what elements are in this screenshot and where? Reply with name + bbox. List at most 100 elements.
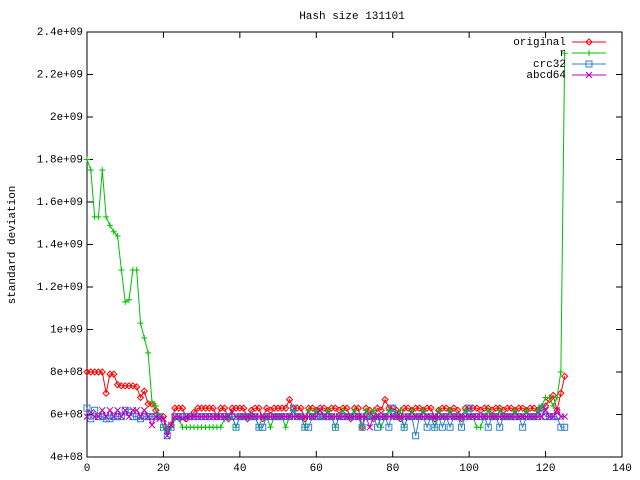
point: [313, 407, 320, 414]
point: [496, 407, 503, 414]
point: [465, 404, 473, 412]
point: [129, 382, 137, 390]
point: [209, 404, 217, 412]
legend-label: abcd64: [526, 70, 566, 82]
point: [550, 403, 557, 409]
y-tick-label: 4e+08: [50, 452, 83, 464]
point: [557, 369, 564, 375]
y-tick-label: 8e+08: [50, 367, 83, 379]
y-tick-label: 6e+08: [50, 409, 83, 421]
point: [232, 423, 240, 431]
point: [412, 432, 420, 440]
y-tick-label: 1.8e+09: [37, 154, 83, 166]
point: [362, 413, 370, 420]
point: [152, 413, 160, 420]
point: [239, 404, 248, 412]
x-tick-label: 20: [157, 463, 170, 475]
x-tick-label: 100: [459, 463, 479, 475]
x-tick-label: 0: [84, 463, 91, 475]
legend-marker: [586, 50, 592, 56]
point: [373, 404, 382, 412]
legend-marker: [585, 71, 593, 79]
y-axis-label: standard deviation: [7, 186, 19, 305]
point: [435, 407, 442, 414]
point: [431, 423, 439, 431]
point: [140, 406, 148, 414]
point: [220, 404, 229, 412]
point: [549, 391, 557, 400]
point: [561, 413, 569, 420]
point: [546, 394, 553, 401]
point: [160, 415, 167, 423]
point: [133, 406, 141, 414]
point: [217, 424, 224, 431]
point: [267, 424, 274, 431]
point: [136, 393, 145, 402]
point: [106, 222, 113, 229]
point: [542, 406, 549, 414]
point: [98, 368, 106, 376]
point: [133, 267, 140, 273]
point: [389, 404, 397, 412]
point: [113, 381, 122, 389]
point: [557, 389, 565, 397]
point: [178, 404, 187, 412]
point: [137, 413, 144, 420]
point: [423, 423, 431, 431]
point: [98, 406, 106, 414]
point: [118, 267, 125, 273]
point: [148, 398, 155, 405]
x-tick-label: 140: [612, 463, 632, 475]
point: [110, 228, 117, 235]
point: [331, 423, 339, 431]
point: [343, 404, 351, 412]
point: [404, 404, 412, 412]
point: [484, 423, 492, 431]
point: [255, 404, 263, 412]
point: [144, 413, 152, 420]
y-tick-label: 1.2e+09: [37, 282, 83, 294]
point: [408, 407, 415, 414]
point: [125, 413, 133, 420]
point: [381, 395, 389, 404]
point: [175, 413, 183, 420]
y-tick-label: 1.6e+09: [37, 197, 83, 209]
point: [110, 370, 118, 378]
point: [415, 404, 424, 412]
point: [530, 404, 538, 412]
point: [385, 407, 392, 414]
point: [442, 404, 450, 412]
point: [126, 296, 133, 303]
point: [137, 320, 144, 327]
point: [99, 167, 106, 174]
point: [358, 423, 366, 431]
y-tick-label: 1e+09: [50, 324, 83, 336]
point: [545, 395, 554, 404]
point: [447, 407, 454, 414]
point: [560, 372, 569, 380]
y-tick-label: 2.4e+09: [37, 27, 83, 39]
point: [351, 407, 358, 414]
point: [106, 406, 114, 414]
point: [512, 407, 518, 414]
point: [331, 404, 340, 412]
point: [95, 213, 102, 220]
point: [561, 50, 568, 57]
point: [297, 404, 305, 412]
point: [285, 395, 294, 404]
point: [262, 404, 271, 412]
point: [125, 408, 133, 416]
point: [420, 407, 427, 414]
point: [110, 413, 118, 420]
x-tick-label: 120: [536, 463, 556, 475]
point: [378, 424, 385, 431]
point: [362, 407, 369, 414]
point: [148, 400, 156, 408]
x-tick-label: 80: [386, 463, 399, 475]
point: [140, 387, 149, 395]
point: [305, 407, 312, 414]
point: [132, 383, 141, 391]
x-tick-label: 60: [310, 463, 323, 475]
point: [167, 421, 175, 429]
point: [259, 423, 267, 431]
